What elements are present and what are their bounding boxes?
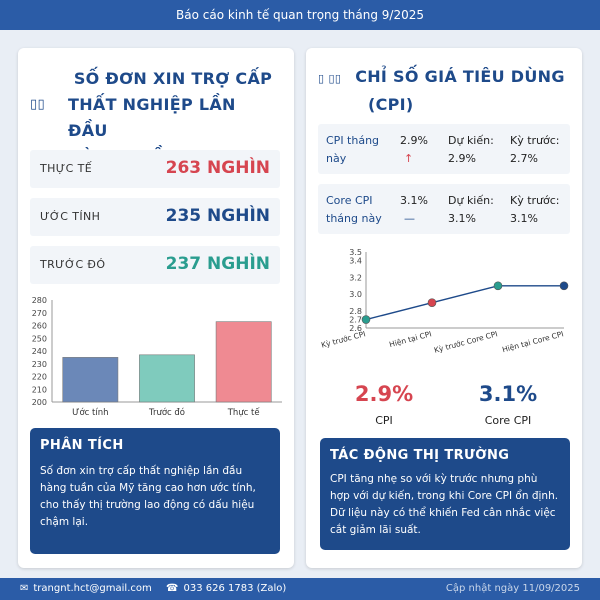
analysis-header: PHÂN TÍCH <box>40 438 124 453</box>
stat-label-actual: THỰC TẾ <box>40 162 93 175</box>
cpi-row-core: Core CPI tháng này 3.1% — Dự kiến: 3.1% K… <box>318 184 570 234</box>
stat-label-previous: TRƯỚC ĐÓ <box>40 258 106 271</box>
y-tick-label: 2.6 <box>349 324 362 333</box>
bar <box>62 357 119 403</box>
stat-value-previous: 237 NGHÌN <box>165 254 270 274</box>
stat-row-previous: TRƯỚC ĐÓ 237 NGHÌN <box>30 246 280 284</box>
footer-phone[interactable]: ☎ 033 626 1783 (Zalo) <box>166 578 286 600</box>
y-tick-label: 210 <box>32 385 47 394</box>
email-text: trangnt.hct@gmail.com <box>33 583 152 594</box>
title-line-2: THẤT NGHIỆP LẦN ĐẦU <box>68 95 236 140</box>
stat-row-forecast: ƯỚC TÍNH 235 NGHÌN <box>30 198 280 236</box>
jobless-claims-card: SỐ ĐƠN XIN TRỢ CẤP ▯▯ THẤT NGHIỆP LẦN ĐẦU… <box>18 48 294 568</box>
data-point <box>559 281 569 291</box>
core-cpi-row-value: 3.1% <box>400 194 428 207</box>
y-tick-label: 3.5 <box>349 248 362 257</box>
y-tick-label: 220 <box>32 373 47 382</box>
x-tick-label: Kỳ trước Core CPI <box>433 329 498 355</box>
y-tick-label: 250 <box>32 334 47 343</box>
cpi-row-label: CPI tháng này <box>326 134 380 165</box>
cpi-row-value: 2.9% <box>400 134 428 147</box>
y-tick-label: 280 <box>32 296 47 305</box>
cpi-series-line <box>365 285 564 321</box>
data-point <box>427 298 437 307</box>
phone-icon: ☎ <box>166 583 179 594</box>
x-tick-label: Ước tính <box>72 407 108 418</box>
banner-title: Báo cáo kinh tế quan trọng tháng 9/2025 <box>176 8 424 22</box>
bar <box>139 354 195 403</box>
y-tick-label: 260 <box>32 322 47 331</box>
core-cpi-row-label: Core CPI tháng này <box>326 194 382 225</box>
stat-value-actual: 263 NGHÌN <box>165 158 270 178</box>
x-tick-label: Kỳ trước CPI <box>320 329 366 349</box>
cpi-card: ▯ ▯▯ CHỈ SỐ GIÁ TIÊU DÙNG (CPI) CPI tháng… <box>306 48 582 568</box>
x-tick-label: Thực tế <box>227 407 261 418</box>
cpi-title-line-1: CHỈ SỐ GIÁ TIÊU DÙNG <box>355 67 565 86</box>
chart-icon: ▯▯ <box>30 97 45 112</box>
bar <box>215 321 272 403</box>
cpi-row-headline: CPI tháng này 2.9% ↑ Dự kiến: 2.9% Kỳ trư… <box>318 124 570 174</box>
core-cpi-row-previous: Kỳ trước: 3.1% <box>510 194 560 225</box>
big-cpi-value: 2.9% <box>354 382 414 406</box>
stat-label-forecast: ƯỚC TÍNH <box>40 210 101 223</box>
y-tick-label: 3.0 <box>349 290 362 299</box>
cpi-row-expected: Dự kiến: 2.9% <box>448 134 494 165</box>
arrow-up-icon: ↑ <box>404 152 414 165</box>
jobless-claims-bar-chart: 200 210 220 230 240 250 260 270 280 Ước tính Trước… <box>32 296 282 418</box>
market-impact-box: TÁC ĐỘNG THỊ TRƯỜNG CPI tăng nhẹ so với … <box>320 438 570 550</box>
big-core-label: Core CPI <box>484 414 532 427</box>
big-core-value: 3.1% <box>478 382 538 406</box>
footer-email[interactable]: ✉ trangnt.hct@gmail.com <box>20 578 152 600</box>
stat-value-forecast: 235 NGHÌN <box>165 206 270 226</box>
y-tick-label: 270 <box>32 309 47 318</box>
y-tick-label: 200 <box>32 398 47 407</box>
cpi-row-previous: Kỳ trước: 2.7% <box>510 134 560 165</box>
analysis-box: PHÂN TÍCH Số đơn xin trợ cấp thất nghiệp… <box>30 428 280 554</box>
y-tick-label: 240 <box>32 347 47 356</box>
x-tick-label: Hiện tại Core CPI <box>501 329 564 354</box>
cpi-title-line-2: (CPI) <box>368 95 414 114</box>
y-tick-label: 3.2 <box>349 273 362 282</box>
data-point <box>493 281 503 291</box>
title-line-2-wrap: ▯▯ THẤT NGHIỆP LẦN ĐẦU <box>30 92 278 144</box>
x-tick-label: Trước đó <box>148 407 185 418</box>
analysis-text: Số đơn xin trợ cấp thất nghiệp lần đầu h… <box>40 465 256 528</box>
footer-updated: Cập nhật ngày 11/09/2025 <box>445 583 580 594</box>
y-tick-label: 3.4 <box>349 256 362 265</box>
phone-text: 033 626 1783 (Zalo) <box>183 583 287 594</box>
top-banner: Báo cáo kinh tế quan trọng tháng 9/2025 <box>0 0 600 30</box>
cpi-row-value-wrap: 2.9% ↑ <box>400 132 428 168</box>
core-cpi-row-expected: Dự kiến: 3.1% <box>448 194 494 225</box>
x-tick-label: Hiện tại CPI <box>388 329 432 349</box>
chart-icon: ▯ ▯▯ <box>318 72 342 85</box>
cpi-title-line-1-wrap: ▯ ▯▯ CHỈ SỐ GIÁ TIÊU DÙNG <box>318 64 568 92</box>
footer: ✉ trangnt.hct@gmail.com ☎ 033 626 1783 (Za… <box>0 578 600 600</box>
jobless-claims-title: SỐ ĐƠN XIN TRỢ CẤP ▯▯ THẤT NGHIỆP LẦN ĐẦU… <box>30 66 278 170</box>
y-tick-label: 2.8 <box>349 307 362 316</box>
impact-header: TÁC ĐỘNG THỊ TRƯỜNG <box>330 448 510 463</box>
envelope-icon: ✉ <box>20 583 29 594</box>
impact-text: CPI tăng nhẹ so với kỳ trước nhưng phù h… <box>330 473 559 536</box>
title-line-1: SỐ ĐƠN XIN TRỢ CẤP <box>73 69 273 88</box>
y-tick-label: 230 <box>32 360 47 369</box>
data-point <box>361 315 371 324</box>
cpi-title: ▯ ▯▯ CHỈ SỐ GIÁ TIÊU DÙNG (CPI) <box>318 64 568 118</box>
y-tick-label: 2.7 <box>349 316 362 325</box>
flat-dash-icon: — <box>404 212 415 225</box>
stat-row-actual: THỰC TẾ 263 NGHÌN <box>30 150 280 188</box>
big-cpi-label: CPI <box>375 414 393 427</box>
core-cpi-row-value-wrap: 3.1% — <box>400 192 428 228</box>
cpi-line-chart: 2.62.72.8 3.0 3.2 3.43.5 Kỳ trước CPI Hiện tạ… <box>320 248 569 355</box>
